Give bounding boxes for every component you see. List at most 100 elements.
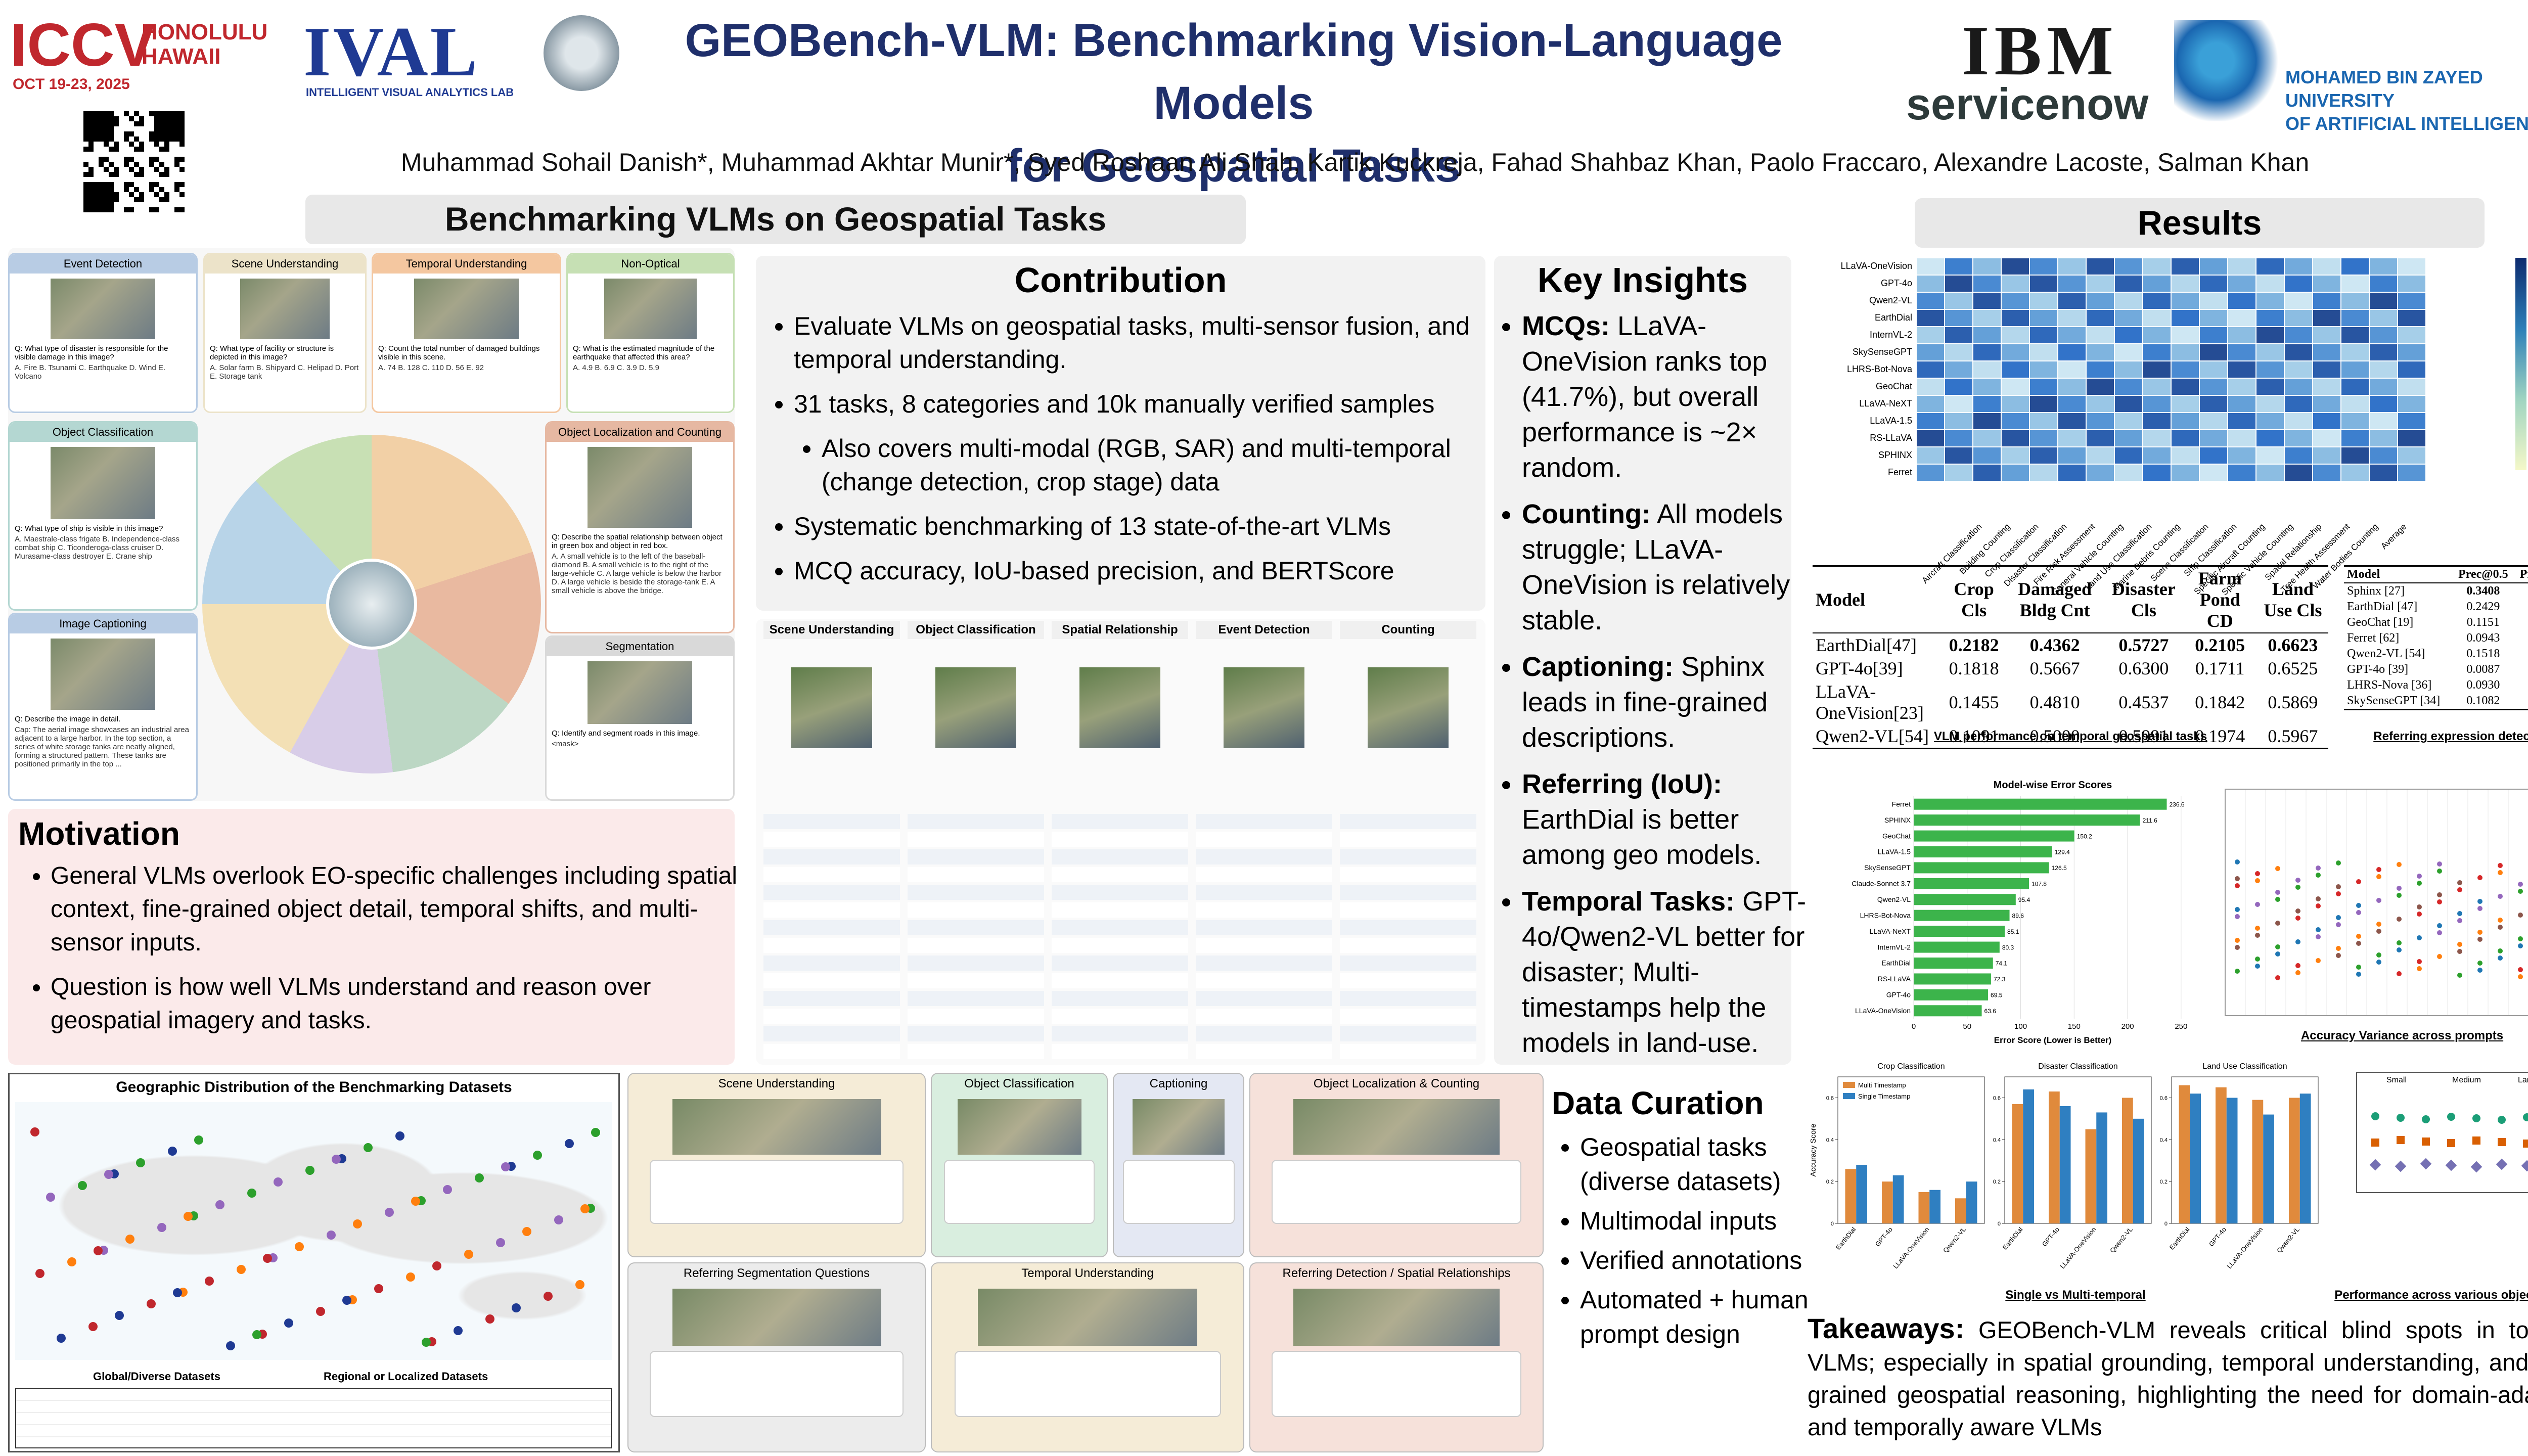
table-cell: 0.0943 [2466,631,2500,645]
variance-dot [2295,939,2300,944]
qr-cell [109,111,114,116]
example-row [763,938,900,953]
tile-options: Cap: The aerial image showcases an indus… [15,725,189,769]
map-dot [136,1158,145,1167]
chart-title: Model-wise Error Scores [1994,780,2112,791]
qr-cell [119,147,124,152]
heatmap-cell [2284,361,2313,378]
example-row [1196,973,1332,988]
qr-cell [104,167,109,172]
bar [1914,941,2000,953]
qr-cell [144,147,149,152]
heatmap-cell [2058,292,2086,309]
sizes-dot [2397,1136,2405,1144]
legend-swatch [1843,1082,1855,1088]
table-cell: 0.0386 [2514,662,2528,677]
qr-cell [134,116,139,121]
y-tick-label: 0.2 [1826,1179,1834,1185]
qr-cell [139,197,144,202]
tile-question: Q: What type of ship is visible in this … [15,524,163,533]
table-cell: LLaVA-OneVision[23] [1816,681,1924,723]
qr-cell [109,182,114,187]
tile-options: A. Maestrale-class frigate B. Independen… [15,534,179,561]
sizes-caption: Performance across various object sizes [2334,1288,2528,1302]
heatmap-cell [2313,292,2341,309]
pipeline-box: Temporal Understanding [931,1262,1244,1452]
heatmap-cell [2001,378,2029,395]
heatmap-cell [2029,258,2058,275]
qr-cell [139,131,144,136]
qr-cell [129,182,134,187]
qr-cell [139,182,144,187]
map-dot [104,1170,113,1179]
heatmap-cell [2256,378,2284,395]
bar [1914,909,2010,921]
table-row: Qwen2-VL[54] 0.1091 0.5000 0.5991 0.1974 0.59… [1813,724,2328,749]
qr-cell [149,182,154,187]
qr-cell [174,157,179,162]
table-cell: GeoChat [19] [2347,616,2414,629]
qr-cell [169,167,174,172]
heatmap-cell [2086,275,2114,292]
qr-cell [149,147,154,152]
qr-cell [169,121,174,126]
heatmap-cell [2171,344,2199,361]
bar-value-label: 211.6 [2143,817,2157,824]
variance-dot [2457,911,2462,916]
curation-bullet: Geospatial tasks (diverse datasets) [1580,1130,1818,1199]
heatmap-cell [2369,361,2398,378]
heatmap-cell [2341,275,2369,292]
heatmap-cell [1916,395,1945,413]
qr-cell [114,111,119,116]
variance-dot [2417,959,2422,964]
heatmap-cell [2199,447,2228,464]
contribution-bullet: 31 tasks, 8 categories and 10k manually … [794,387,1502,421]
heatmap-cell [2171,447,2199,464]
qr-cell [104,202,109,207]
qr-cell [179,147,185,152]
qr-cell [114,177,119,182]
contribution-bullet: Also covers multi-modal (RGB, SAR) and m… [822,432,1502,498]
heatmap-cell [2341,464,2369,481]
qr-cell [149,131,154,136]
heatmap-cell [2001,309,2029,327]
tile-title: Object Localization and Counting [547,423,733,442]
bar [2216,1087,2227,1223]
qr-cell [139,172,144,177]
qr-cell [164,182,169,187]
map-dot [332,1155,341,1164]
bar [2085,1129,2097,1223]
qr-cell [83,142,88,147]
variance-dot [2376,867,2381,872]
qr-cell [179,182,185,187]
qr-cell [124,121,129,126]
motivation-panel [8,809,735,1065]
table-row: Ferret [62] 0.0943 0.2003 [2344,630,2528,646]
heatmap-cell [2114,344,2143,361]
heatmap-cell [2114,361,2143,378]
variance-dot [2397,893,2402,898]
table-cell: 0.2524 [2514,646,2528,662]
example-row [1196,1044,1332,1059]
map-dot [88,1322,98,1331]
qr-cell [83,111,88,116]
example-row [1052,938,1188,953]
qr-cell [119,131,124,136]
heatmap-cell [2171,464,2199,481]
qr-cell [129,152,134,157]
map-dot [411,1197,420,1206]
qr-cell [159,202,164,207]
qr-cell [94,121,99,126]
map-dot [57,1334,66,1343]
heatmap-cell [2313,275,2341,292]
heatmap-cell [1973,309,2001,327]
variance-dot [2397,971,2402,976]
example-row [763,867,900,882]
bar [1882,1181,1893,1223]
heatmap-row-label: LLaVA-1.5 [1870,416,1912,426]
map-dot [575,1280,584,1289]
qr-cell [144,152,149,157]
map-dot [374,1284,383,1293]
qr-cell [94,131,99,136]
map-dot [432,1261,441,1270]
